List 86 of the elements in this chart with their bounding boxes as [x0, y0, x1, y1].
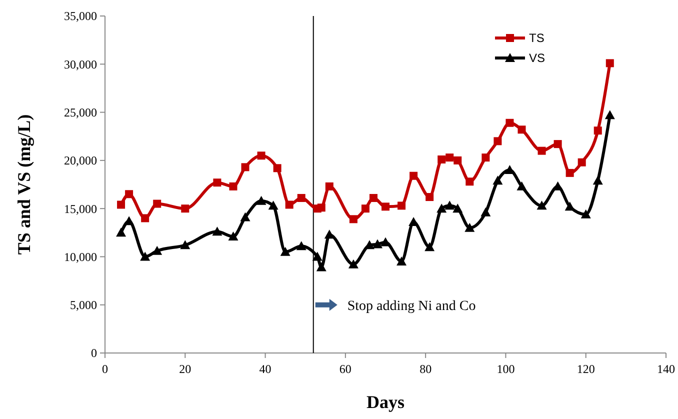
point: [181, 204, 190, 213]
x-tick-label: 0: [102, 362, 108, 376]
point: [566, 168, 574, 177]
point: [506, 118, 514, 127]
point: [312, 252, 322, 261]
point: [436, 204, 447, 213]
x-axis-title: Days: [366, 392, 405, 412]
point: [213, 178, 222, 187]
point: [116, 228, 126, 237]
x-tick-label: 80: [420, 362, 432, 376]
point: [482, 154, 490, 162]
point: [117, 200, 126, 209]
point: [382, 202, 390, 211]
point: [494, 137, 502, 146]
point: [466, 178, 474, 186]
point: [580, 209, 591, 218]
point: [152, 246, 162, 255]
point: [538, 146, 546, 155]
point: [516, 181, 527, 190]
point: [410, 172, 418, 180]
point: [324, 230, 334, 239]
point: [424, 242, 435, 252]
y-tick-label: 10,000: [64, 250, 97, 264]
y-tick-label: 5,000: [70, 298, 97, 312]
point: [606, 59, 614, 68]
point: [578, 158, 586, 166]
point: [180, 240, 190, 250]
point: [240, 212, 250, 222]
point: [140, 252, 150, 261]
y-tick-label: 30,000: [64, 57, 97, 72]
y-tick-label: 20,000: [64, 154, 97, 168]
annotation: Stop adding Ni and Co: [347, 298, 476, 314]
point: [398, 202, 406, 210]
point: [452, 204, 463, 213]
point: [426, 193, 434, 202]
x-tick-label: 120: [576, 362, 595, 376]
y-tick-label: 15,000: [64, 202, 97, 216]
point: [285, 200, 294, 209]
point: [316, 262, 326, 272]
legend-label: VS: [529, 51, 546, 66]
point: [273, 164, 282, 172]
point: [325, 182, 334, 190]
point: [604, 110, 615, 120]
x-tick-label: 100: [496, 362, 515, 376]
point: [153, 200, 162, 208]
point: [564, 202, 575, 211]
point: [296, 241, 306, 250]
point: [257, 152, 266, 160]
x-tick-label: 40: [259, 362, 272, 376]
point: [125, 190, 134, 198]
point: [280, 246, 290, 256]
legend-label: TS: [529, 31, 544, 46]
point: [518, 126, 526, 134]
point: [228, 231, 238, 240]
point: [444, 200, 455, 210]
point: [212, 226, 222, 236]
y-axis-title: TS and VS (mg/L): [14, 114, 34, 255]
point: [554, 140, 562, 148]
point: [438, 155, 446, 164]
point: [454, 156, 462, 164]
point: [317, 204, 326, 212]
x-tick-label: 140: [657, 362, 675, 376]
point: [297, 194, 306, 202]
point: [241, 163, 250, 172]
point: [369, 194, 378, 202]
point: [141, 214, 150, 222]
y-tick-label: 35,000: [64, 9, 97, 24]
point: [592, 176, 603, 185]
point: [349, 215, 358, 224]
point: [480, 207, 491, 216]
x-tick-label: 20: [179, 362, 192, 376]
y-tick-label: 25,000: [64, 105, 97, 120]
point: [348, 259, 358, 268]
point: [256, 196, 266, 205]
point: [464, 222, 475, 232]
point: [536, 200, 547, 210]
point: [361, 204, 370, 213]
point: [396, 256, 407, 266]
y-tick-label: 0: [91, 346, 97, 360]
point: [268, 200, 278, 210]
point: [229, 182, 238, 190]
point: [594, 126, 602, 135]
point: [492, 176, 503, 185]
point: [446, 154, 454, 162]
x-tick-label: 60: [339, 362, 352, 376]
point: [372, 239, 382, 248]
